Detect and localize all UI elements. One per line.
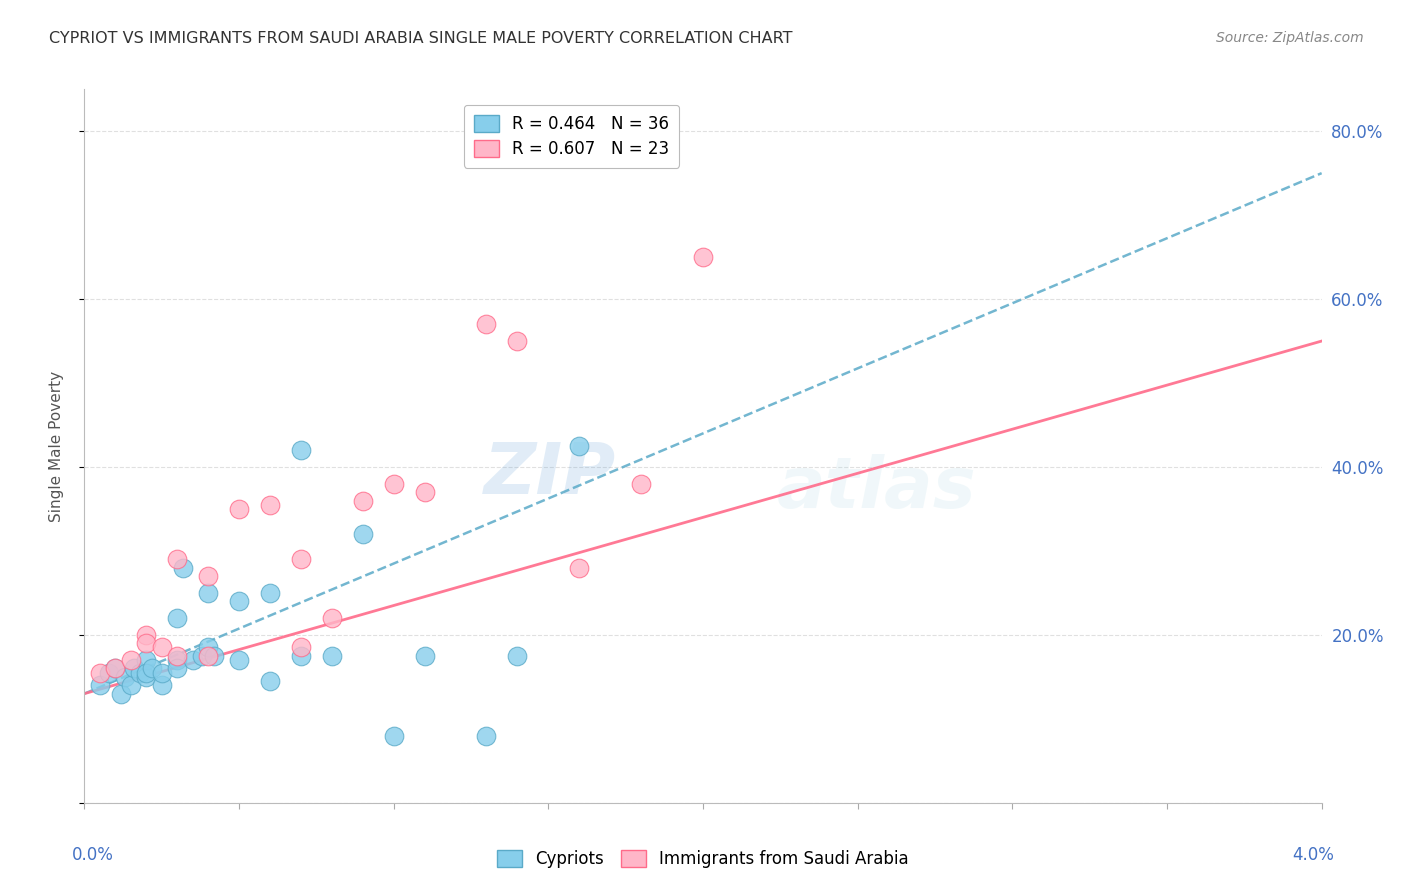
Point <box>259 586 281 600</box>
Point <box>191 648 214 663</box>
Point <box>197 640 219 655</box>
Point <box>568 560 591 574</box>
Point <box>120 678 142 692</box>
Point <box>110 687 132 701</box>
Point <box>506 648 529 663</box>
Point <box>197 586 219 600</box>
Point <box>202 648 225 663</box>
Point <box>290 640 312 655</box>
Point <box>475 729 498 743</box>
Point <box>122 661 145 675</box>
Point <box>228 594 250 608</box>
Point <box>135 653 157 667</box>
Y-axis label: Single Male Poverty: Single Male Poverty <box>49 370 63 522</box>
Point <box>228 653 250 667</box>
Point <box>166 611 188 625</box>
Text: Source: ZipAtlas.com: Source: ZipAtlas.com <box>1216 31 1364 45</box>
Point <box>382 476 405 491</box>
Point <box>475 318 498 332</box>
Point <box>181 653 204 667</box>
Point <box>166 552 188 566</box>
Point <box>166 661 188 675</box>
Point <box>135 665 157 680</box>
Point <box>321 648 343 663</box>
Legend: R = 0.464   N = 36, R = 0.607   N = 23: R = 0.464 N = 36, R = 0.607 N = 23 <box>464 104 679 168</box>
Point <box>141 661 163 675</box>
Point <box>692 250 714 264</box>
Point <box>89 678 111 692</box>
Point <box>413 485 436 500</box>
Point <box>197 569 219 583</box>
Point <box>114 670 136 684</box>
Text: atlas: atlas <box>778 454 977 524</box>
Point <box>290 443 312 458</box>
Point <box>104 661 127 675</box>
Legend: Cypriots, Immigrants from Saudi Arabia: Cypriots, Immigrants from Saudi Arabia <box>491 843 915 875</box>
Point <box>150 665 173 680</box>
Point <box>352 493 374 508</box>
Point <box>290 648 312 663</box>
Point <box>135 670 157 684</box>
Point <box>197 648 219 663</box>
Text: 4.0%: 4.0% <box>1292 846 1334 863</box>
Point <box>172 560 194 574</box>
Point <box>413 648 436 663</box>
Text: ZIP: ZIP <box>484 440 616 509</box>
Point <box>630 476 652 491</box>
Point <box>150 640 173 655</box>
Point <box>352 527 374 541</box>
Point <box>89 665 111 680</box>
Point <box>129 665 152 680</box>
Point <box>382 729 405 743</box>
Point <box>321 611 343 625</box>
Text: CYPRIOT VS IMMIGRANTS FROM SAUDI ARABIA SINGLE MALE POVERTY CORRELATION CHART: CYPRIOT VS IMMIGRANTS FROM SAUDI ARABIA … <box>49 31 793 46</box>
Point <box>259 674 281 689</box>
Point <box>135 636 157 650</box>
Point <box>228 502 250 516</box>
Point <box>568 439 591 453</box>
Point <box>259 498 281 512</box>
Text: 0.0%: 0.0% <box>72 846 114 863</box>
Point <box>166 653 188 667</box>
Point <box>120 653 142 667</box>
Point <box>166 648 188 663</box>
Point <box>506 334 529 348</box>
Point <box>104 661 127 675</box>
Point <box>98 665 121 680</box>
Point <box>150 678 173 692</box>
Point <box>135 628 157 642</box>
Point <box>290 552 312 566</box>
